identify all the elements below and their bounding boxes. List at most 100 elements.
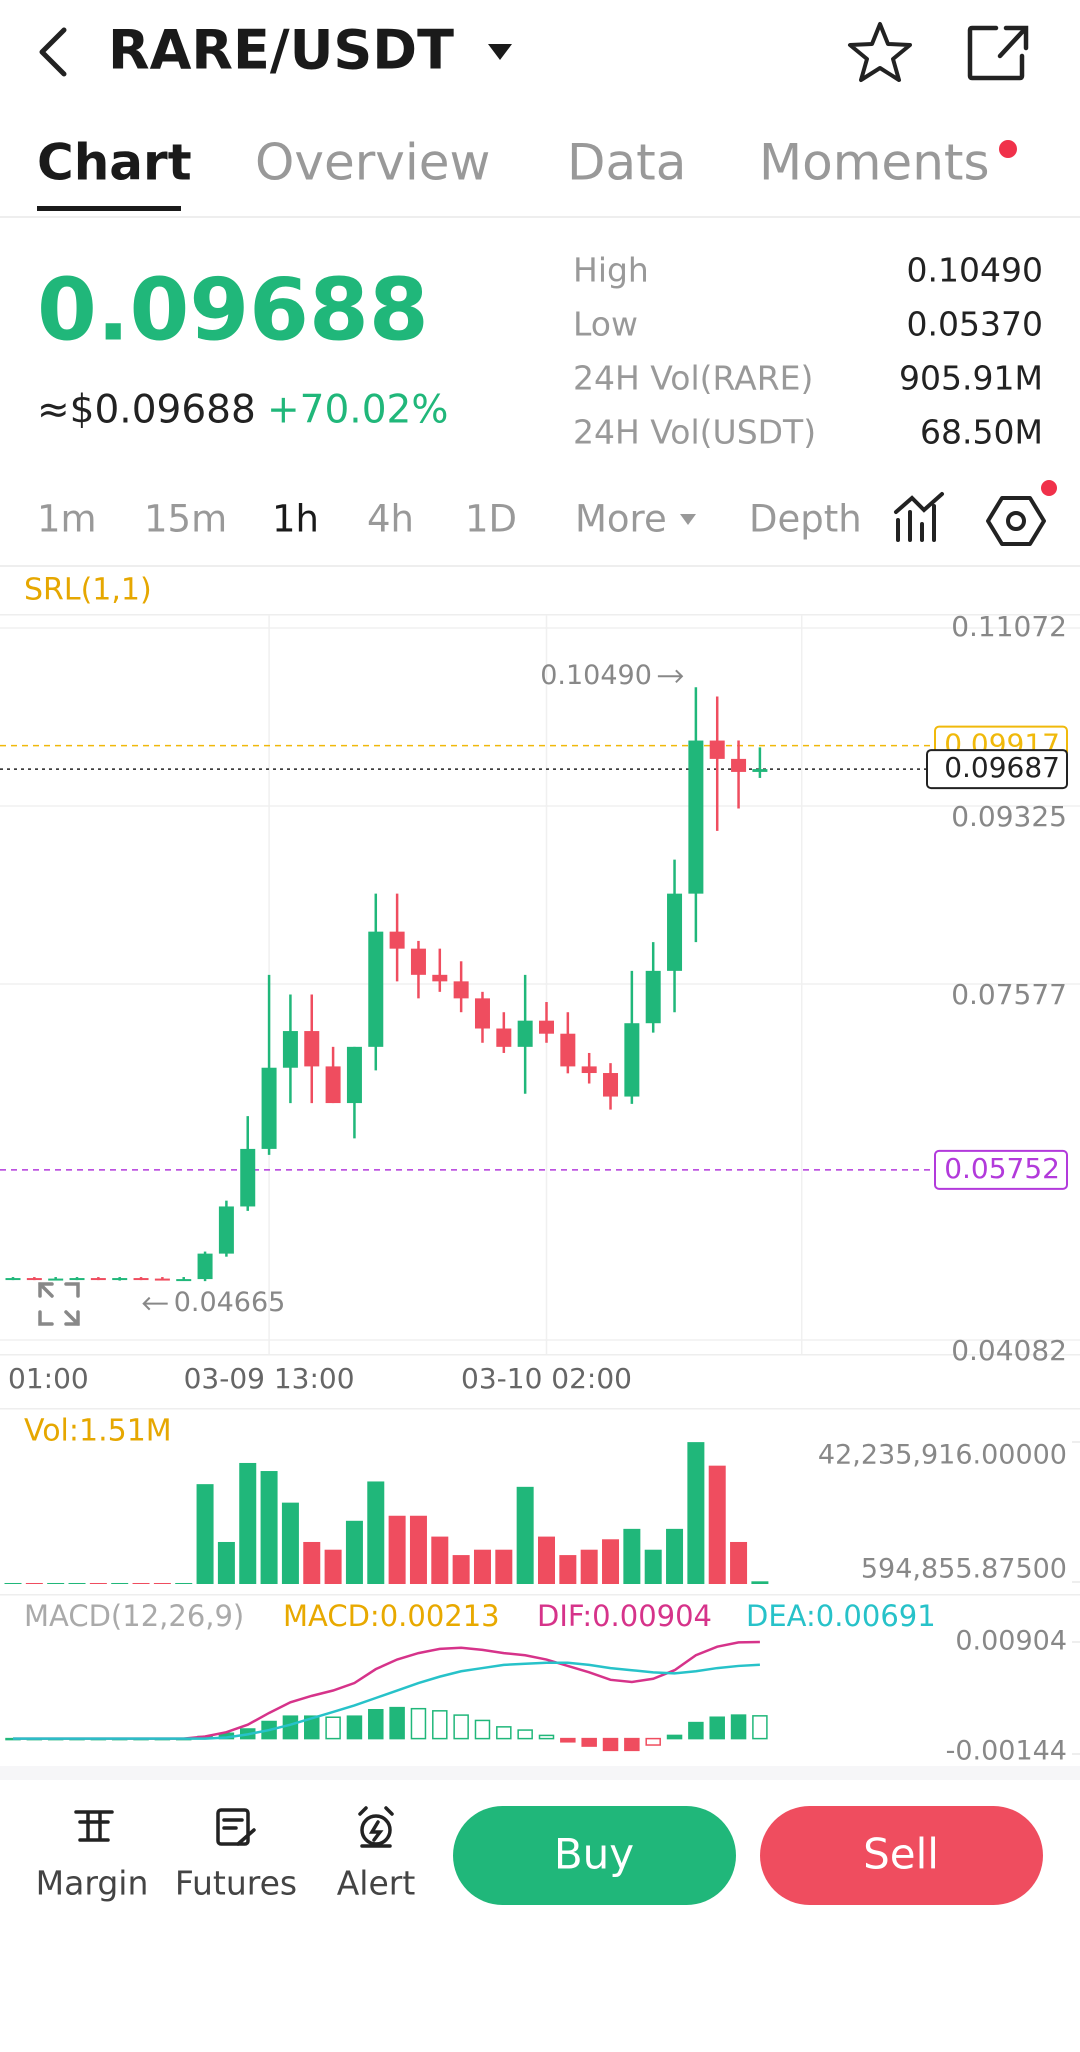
candle-body [496, 1028, 512, 1047]
volume-bar [431, 1536, 449, 1584]
indicator-button[interactable] [894, 492, 944, 542]
y-tick-label: 0.04082 [951, 1334, 1067, 1367]
candle-body [69, 1278, 85, 1281]
macd-histogram-bar [325, 1716, 341, 1740]
buy-label[interactable]: Buy [554, 1830, 634, 1879]
macd-histogram-bar [538, 1734, 555, 1740]
candle-body [261, 1067, 277, 1149]
macd-histogram-bar [602, 1737, 619, 1752]
y-tick-label: -0.00144 [946, 1736, 1067, 1767]
macd-histogram-bar [709, 1716, 725, 1740]
candle-body [218, 1206, 234, 1254]
volume-bar [751, 1581, 769, 1584]
alert-icon[interactable] [358, 1806, 394, 1848]
volume-bar [644, 1549, 662, 1584]
macd-histogram-bar [560, 1737, 576, 1743]
macd-line [13, 1661, 760, 1740]
settings-button[interactable] [986, 496, 1046, 546]
sell-label[interactable]: Sell [863, 1830, 939, 1879]
candle-body [709, 740, 725, 759]
more-dropdown[interactable] [680, 514, 696, 525]
macd-legend: DIF:0.00904 [537, 1599, 712, 1633]
candle-body [5, 1278, 21, 1281]
volume-bar [132, 1582, 150, 1584]
candle-body [176, 1279, 192, 1282]
price-line-label: 0.09687 [944, 751, 1060, 784]
pair-title[interactable]: RARE/USDT [108, 19, 454, 82]
volume-bar [708, 1465, 726, 1584]
y-tick-label: 42,235,916.00000 [818, 1440, 1067, 1471]
toolbar-label[interactable]: Futures [175, 1864, 297, 1903]
stat-value: 0.10490 [907, 251, 1043, 290]
interval-tab[interactable]: 15m [144, 498, 227, 541]
interval-tab[interactable]: More [575, 498, 667, 541]
candle-body [688, 740, 704, 894]
candle-body [197, 1253, 213, 1280]
tab-underline [37, 206, 181, 211]
volume-bar [153, 1582, 171, 1584]
volume-bar [25, 1582, 43, 1584]
last-price: 0.09688 [37, 260, 429, 360]
settings-icon-core [1006, 511, 1026, 531]
macd-histogram-bar [645, 1737, 661, 1746]
volume-bar [559, 1555, 577, 1584]
margin-icon[interactable] [74, 1810, 114, 1842]
candle-body [48, 1278, 64, 1281]
fullscreen-button[interactable] [38, 1282, 80, 1326]
sell-button[interactable] [760, 1806, 1043, 1905]
divider [0, 216, 1080, 218]
interval-tab[interactable]: 1h [272, 498, 319, 541]
candle-body [539, 1020, 554, 1034]
toolbar-label[interactable]: Margin [36, 1864, 149, 1903]
macd-histogram-bar [282, 1715, 299, 1740]
candle-body [325, 1066, 341, 1104]
volume-bar [345, 1520, 363, 1584]
candle-body [368, 931, 384, 1047]
volume-bar [324, 1549, 342, 1584]
favorite-button[interactable] [848, 22, 912, 82]
interval-tab[interactable]: 4h [367, 498, 414, 541]
candle-body [410, 948, 426, 975]
volume-bar [730, 1541, 748, 1584]
candle-body [304, 1031, 320, 1067]
candle-body [389, 931, 405, 949]
volume-bar [239, 1462, 257, 1584]
interval-tab[interactable]: Depth [749, 498, 862, 541]
volume-bar [580, 1549, 598, 1584]
candle-body [346, 1046, 362, 1104]
price-line-label: 0.05752 [944, 1152, 1060, 1185]
tab[interactable]: Moments [759, 134, 990, 192]
macd-histogram-bar [304, 1715, 320, 1740]
candle-body [432, 974, 448, 982]
chart-border [0, 614, 1080, 616]
high-marker-label: 0.10490 [540, 660, 652, 691]
interval-tab[interactable]: 1m [37, 498, 97, 541]
x-tick-label: 03-10 02:00 [461, 1362, 632, 1395]
futures-icon[interactable] [216, 1808, 256, 1846]
share-button[interactable] [967, 25, 1029, 81]
interval-tab[interactable]: 1D [465, 498, 517, 541]
macd-legend: MACD:0.00213 [283, 1599, 500, 1633]
price-line-tag [926, 749, 1068, 790]
candle-body [581, 1066, 597, 1074]
macd-histogram-bar [581, 1737, 597, 1747]
toolbar-label[interactable]: Alert [337, 1864, 416, 1903]
pair-dropdown[interactable] [488, 44, 512, 60]
macd-histogram-bar [730, 1714, 747, 1740]
candle-body [517, 1020, 533, 1047]
price-line-tag [934, 1149, 1068, 1190]
macd-histogram-bar [752, 1715, 768, 1740]
tab[interactable]: Data [567, 134, 686, 192]
macd-histogram-bar [346, 1715, 363, 1740]
back-button[interactable] [39, 27, 67, 77]
tab[interactable]: Chart [37, 134, 192, 192]
candle-body [26, 1278, 42, 1281]
notification-dot [1041, 480, 1057, 496]
tab[interactable]: Overview [255, 134, 490, 192]
macd-histogram-bar [474, 1719, 491, 1740]
macd-histogram-bar [368, 1709, 384, 1740]
macd-histogram-bar [688, 1721, 704, 1740]
macd-histogram-bar [453, 1714, 469, 1740]
divider [0, 1408, 1080, 1410]
buy-button[interactable] [453, 1806, 736, 1905]
